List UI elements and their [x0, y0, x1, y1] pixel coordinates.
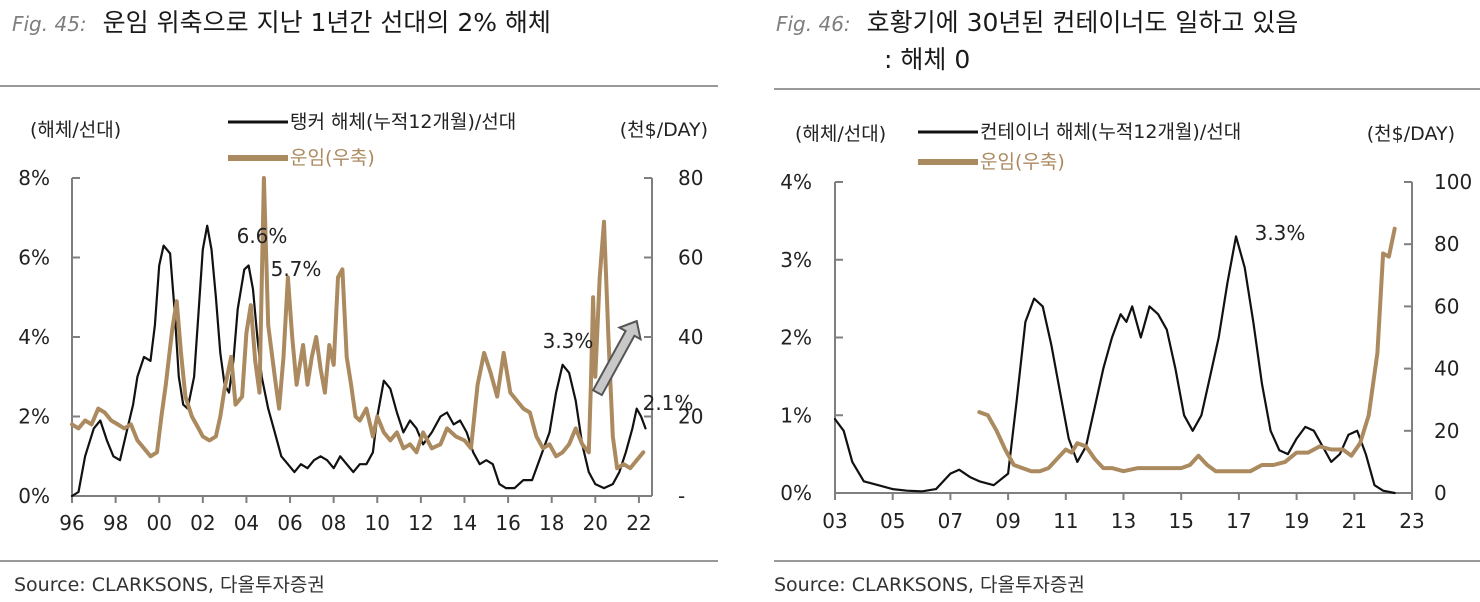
right-tick-label: 100 [1434, 170, 1472, 194]
legend-label: 탱커 해체(누적12개월)/선대 [290, 111, 516, 133]
fig46-heading: Fig. 46: 호황기에 30년된 컨테이너도 일하고 있음 [776, 6, 1298, 41]
fig45-panel: Fig. 45: 운임 위축으로 지난 1년간 선대의 2% 해체 0% 2% 4% 6… [0, 0, 730, 602]
left-tick-label: 4% [18, 325, 50, 349]
fig46-label: Fig. 46: [776, 12, 851, 36]
trend-arrow-shape [591, 319, 642, 397]
freight-rate-line [70, 176, 646, 471]
right-tick-label: 20 [1434, 419, 1459, 443]
fig46-source: Source: CLARKSONS, 다올투자증권 [774, 574, 1085, 596]
freight-rate-line [977, 226, 1397, 474]
right-tick-label: 40 [1434, 357, 1459, 381]
right-unit-label: (천$/DAY) [620, 119, 708, 141]
x-tick-label: 23 [1399, 509, 1424, 533]
left-tick-label: 2% [18, 405, 50, 429]
right-tick-label: 0 [1434, 481, 1447, 505]
x-tick-label: 10 [365, 511, 390, 535]
x-tick-label: 03 [822, 509, 847, 533]
x-tick-label: 04 [234, 511, 259, 535]
right-tick-label: 40 [678, 325, 703, 349]
annotation-label: 3.3% [1255, 221, 1306, 245]
legend-label: 컨테이너 해체(누적12개월)/선대 [980, 121, 1241, 143]
x-tick-label: 21 [1342, 509, 1367, 533]
annotation-label: 3.3% [543, 329, 594, 353]
fig45-label: Fig. 45: [12, 12, 87, 36]
x-tick-label: 19 [1284, 509, 1309, 533]
fig45-title: 운임 위축으로 지난 1년간 선대의 2% 해체 [102, 8, 551, 37]
right-tick-label: 20 [678, 405, 703, 429]
fig46-top-rule [774, 88, 1480, 90]
fig45-heading: Fig. 45: 운임 위축으로 지난 1년간 선대의 2% 해체 [12, 6, 551, 41]
fig46-bottom-rule [774, 560, 1480, 562]
x-tick-label: 07 [938, 509, 963, 533]
fig46-panel: Fig. 46: 호황기에 30년된 컨테이너도 일하고 있음 : 해체 0 0%… [760, 0, 1480, 602]
left-tick-label: 1% [780, 403, 812, 427]
right-tick-label: 80 [678, 166, 703, 190]
x-tick-label: 11 [1053, 509, 1078, 533]
x-tick-label: 96 [59, 511, 84, 535]
x-tick-label: 18 [539, 511, 564, 535]
scrapping-ratio-line [833, 235, 1396, 495]
right-tick-label: - [678, 484, 685, 508]
annotation-label: 5.7% [271, 257, 322, 281]
x-tick-label: 15 [1168, 509, 1193, 533]
scrapping-ratio-line [70, 224, 647, 498]
legend-label: 운임(우축) [980, 151, 1065, 173]
x-tick-label: 06 [277, 511, 302, 535]
fig46-chart: 0% 1% 2% 3% 4% 0 20 40 60 80 100 03 05 07 09 11 13 15 17 19… [780, 121, 1472, 533]
left-tick-label: 3% [780, 248, 812, 272]
left-tick-label: 0% [780, 481, 812, 505]
x-tick-label: 20 [583, 511, 608, 535]
annotation-label: 6.6% [237, 224, 288, 248]
fig45-bottom-rule [0, 560, 718, 562]
x-tick-label: 08 [321, 511, 346, 535]
x-tick-label: 05 [880, 509, 905, 533]
left-unit-label: (해체/선대) [30, 119, 121, 141]
right-unit-label: (천$/DAY) [1367, 123, 1455, 145]
fig45-chart: 0% 2% 4% 6% 8% - 20 40 60 80 96 98 00 02 04 06 08 10 12 14 1… [18, 111, 708, 535]
fig46-title-line2: : 해체 0 [884, 45, 971, 74]
left-tick-label: 0% [18, 484, 50, 508]
annotation-label: 2.1% [643, 391, 694, 415]
fig45-top-rule [0, 85, 718, 87]
x-tick-label: 17 [1226, 509, 1251, 533]
legend-label: 운임(우축) [290, 147, 375, 169]
left-tick-label: 2% [780, 326, 812, 350]
x-tick-label: 02 [190, 511, 215, 535]
x-tick-label: 12 [408, 511, 433, 535]
x-tick-label: 13 [1111, 509, 1136, 533]
left-tick-label: 4% [780, 170, 812, 194]
left-unit-label: (해체/선대) [795, 123, 886, 145]
trend-arrow [591, 319, 642, 397]
right-tick-label: 60 [1434, 294, 1459, 318]
fig45-source: Source: CLARKSONS, 다올투자증권 [14, 574, 325, 596]
right-tick-label: 60 [678, 246, 703, 270]
x-tick-label: 14 [452, 511, 477, 535]
left-tick-label: 8% [18, 166, 50, 190]
x-tick-label: 98 [103, 511, 128, 535]
x-tick-label: 16 [495, 511, 520, 535]
right-tick-label: 80 [1434, 232, 1459, 256]
x-tick-label: 22 [626, 511, 651, 535]
x-tick-label: 00 [146, 511, 171, 535]
fig46-title: 호황기에 30년된 컨테이너도 일하고 있음 [866, 8, 1299, 37]
left-tick-label: 6% [18, 246, 50, 270]
x-tick-label: 09 [995, 509, 1020, 533]
